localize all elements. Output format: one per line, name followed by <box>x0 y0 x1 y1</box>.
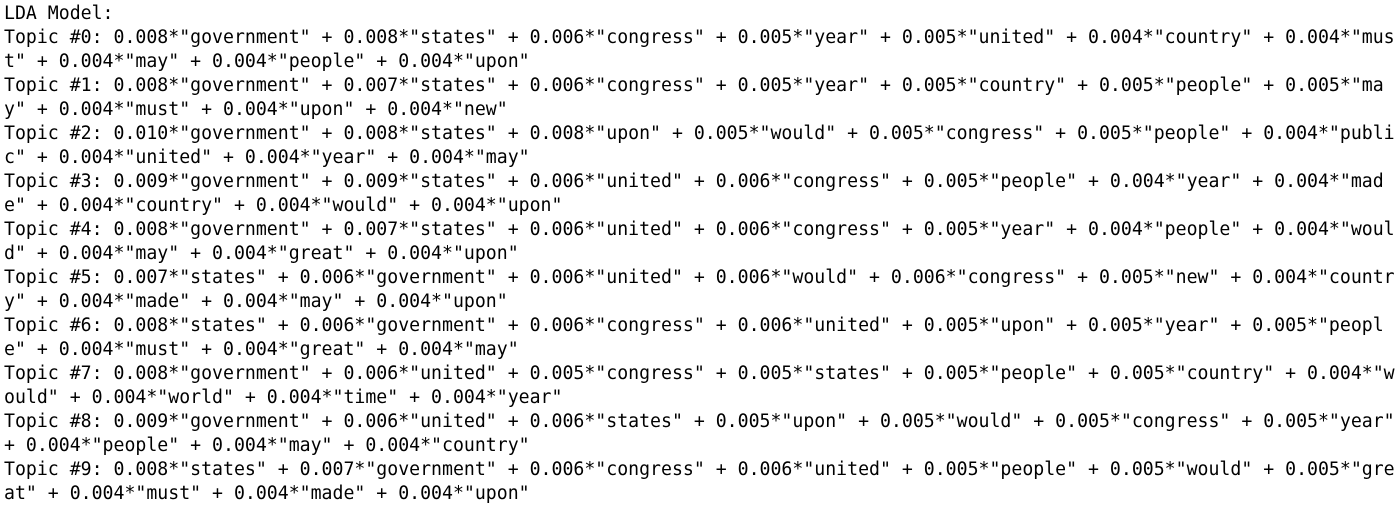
header: LDA Model: <box>4 3 114 24</box>
topic-line: Topic #3: 0.009*"government" + 0.009*"st… <box>4 171 1384 216</box>
topic-line: Topic #7: 0.008*"government" + 0.006*"un… <box>4 363 1395 408</box>
topic-list: Topic #0: 0.008*"government" + 0.008*"st… <box>4 26 1400 506</box>
topic-line: Topic #8: 0.009*"government" + 0.006*"un… <box>4 411 1395 456</box>
topic-line: Topic #9: 0.008*"states" + 0.007*"govern… <box>4 459 1395 504</box>
topic-line: Topic #2: 0.010*"government" + 0.008*"st… <box>4 123 1395 168</box>
topic-line: Topic #0: 0.008*"government" + 0.008*"st… <box>4 27 1395 72</box>
topic-line: Topic #1: 0.008*"government" + 0.007*"st… <box>4 75 1384 120</box>
topic-line: Topic #5: 0.007*"states" + 0.006*"govern… <box>4 267 1395 312</box>
topic-line: Topic #4: 0.008*"government" + 0.007*"st… <box>4 219 1395 264</box>
topic-line: Topic #6: 0.008*"states" + 0.006*"govern… <box>4 315 1384 360</box>
